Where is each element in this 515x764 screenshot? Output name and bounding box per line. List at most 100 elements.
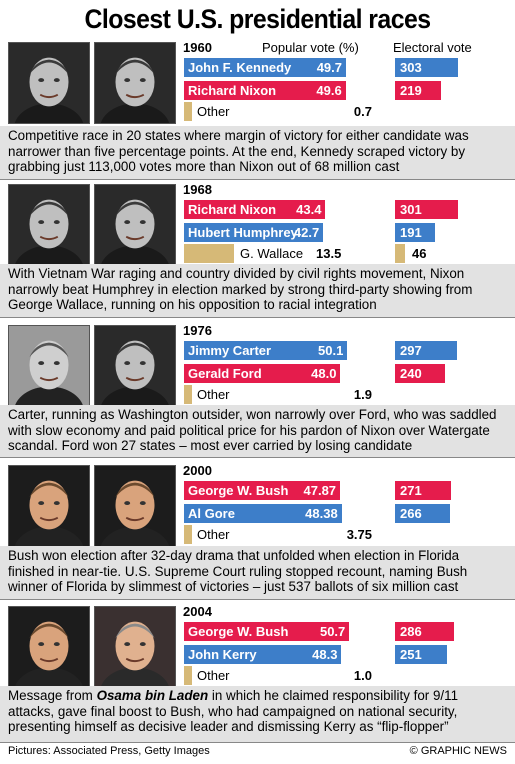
popular-vote-bar: Richard Nixon 49.6 xyxy=(184,81,346,100)
candidate-name: Al Gore xyxy=(188,506,235,521)
race-year: 2000 xyxy=(183,463,212,478)
caption-text: Message from xyxy=(8,688,97,703)
candidate-name: John F. Kennedy xyxy=(188,60,292,75)
third-party-electoral-value: 46 xyxy=(412,246,427,261)
kennedy-portrait xyxy=(8,42,90,124)
electoral-vote-value: 271 xyxy=(400,483,422,498)
popular-vote-bar: Hubert Humphrey 42.7 xyxy=(184,223,324,242)
race-divider xyxy=(0,317,515,318)
candidate-name: Gerald Ford xyxy=(188,366,262,381)
race-divider xyxy=(0,457,515,458)
electoral-vote-header: Electoral vote xyxy=(393,40,472,55)
race-year: 2004 xyxy=(183,604,212,619)
popular-vote-bar: Gerald Ford 48.0 xyxy=(184,364,341,383)
popular-vote-value: 48.0 xyxy=(311,366,337,381)
other-vote-bar xyxy=(184,102,192,121)
race-year: 1968 xyxy=(183,182,212,197)
copyright-notice: © GRAPHIC NEWS xyxy=(409,745,507,757)
electoral-vote-bar: 297 xyxy=(395,341,457,360)
caption-text: in which he claimed responsibility for 9… xyxy=(8,688,459,734)
carter-portrait xyxy=(8,325,90,407)
electoral-vote-bar: 286 xyxy=(395,622,455,641)
electoral-vote-bar: 271 xyxy=(395,481,452,500)
picture-credit: Pictures: Associated Press, Getty Images xyxy=(8,745,210,757)
chart-title: Closest U.S. presidential races xyxy=(84,4,431,34)
popular-vote-value: 42.7 xyxy=(293,225,320,240)
candidate-name: George W. Bush xyxy=(188,483,289,498)
electoral-vote-bar: 251 xyxy=(395,645,448,664)
candidate-name: Richard Nixon xyxy=(188,202,277,217)
third-party-electoral-bar xyxy=(395,244,405,263)
electoral-vote-bar: 240 xyxy=(395,364,445,383)
popular-vote-bar: Richard Nixon 43.4 xyxy=(184,200,326,219)
candidate-name: Hubert Humphrey xyxy=(188,225,298,240)
gore-portrait xyxy=(94,465,176,547)
race-caption: Message from Osama bin Laden in which he… xyxy=(0,686,515,742)
race-caption: Competitive race in 20 states where marg… xyxy=(0,126,515,179)
third-party-popular-value: 13.5 xyxy=(316,246,342,261)
nixon-portrait xyxy=(8,184,90,266)
popular-vote-value: 49.6 xyxy=(316,83,342,98)
popular-vote-value: 50.1 xyxy=(318,343,344,358)
electoral-vote-value: 219 xyxy=(400,83,422,98)
popular-vote-value: 48.3 xyxy=(312,647,338,662)
electoral-vote-bar: 191 xyxy=(395,223,435,242)
electoral-vote-bar: 301 xyxy=(395,200,458,219)
nixon-portrait xyxy=(94,42,176,124)
caption-emphasis: Osama bin Laden xyxy=(96,688,209,703)
ford-portrait xyxy=(94,325,176,407)
race-1960: 1960 Popular vote (%) Electoral vote John F… xyxy=(0,38,515,180)
race-year: 1976 xyxy=(183,323,212,338)
race-caption: Carter, running as Washington outsider, … xyxy=(0,405,515,457)
electoral-vote-value: 266 xyxy=(400,506,422,521)
electoral-vote-value: 303 xyxy=(400,60,422,75)
popular-vote-header: Popular vote (%) xyxy=(262,40,359,55)
race-year: 1960 xyxy=(183,40,212,55)
candidate-name: Jimmy Carter xyxy=(188,343,272,358)
other-popular-value: 0.7 xyxy=(353,104,372,119)
candidate-name: John Kerry xyxy=(188,647,257,662)
race-1968: 1968 Richard Nixon 43.4 301 Hubert Humphrey 4… xyxy=(0,180,515,318)
kerry-portrait xyxy=(94,606,176,688)
electoral-vote-value: 240 xyxy=(400,366,422,381)
electoral-vote-bar: 219 xyxy=(395,81,441,100)
bush-portrait xyxy=(8,606,90,688)
electoral-vote-value: 301 xyxy=(400,202,422,217)
popular-vote-bar: Jimmy Carter 50.1 xyxy=(184,341,348,360)
popular-vote-bar: John Kerry 48.3 xyxy=(184,645,342,664)
electoral-vote-value: 286 xyxy=(400,624,422,639)
other-label: Other xyxy=(197,668,230,683)
race-1976: 1976 Jimmy Carter 50.1 297 Gerald Ford 48.0 24… xyxy=(0,321,515,458)
popular-vote-bar: John F. Kennedy 49.7 xyxy=(184,58,347,77)
popular-vote-bar: Al Gore 48.38 xyxy=(184,504,342,523)
electoral-vote-bar: 266 xyxy=(395,504,451,523)
electoral-vote-value: 297 xyxy=(400,343,422,358)
popular-vote-value: 48.38 xyxy=(305,506,338,521)
electoral-vote-value: 251 xyxy=(400,647,422,662)
bush-portrait xyxy=(8,465,90,547)
other-popular-value: 3.75 xyxy=(346,527,372,542)
electoral-vote-bar: 303 xyxy=(395,58,459,77)
popular-vote-value: 50.7 xyxy=(319,624,346,639)
other-vote-bar xyxy=(184,666,192,685)
third-party-name: G. Wallace xyxy=(240,246,304,261)
other-vote-bar xyxy=(184,525,192,544)
race-2000: 2000 George W. Bush 47.87 271 Al Gore 48.38 26… xyxy=(0,461,515,600)
other-vote-bar xyxy=(184,385,192,404)
candidate-name: George W. Bush xyxy=(188,624,289,639)
race-caption: Bush won election after 32-day drama tha… xyxy=(0,546,515,599)
third-party-bar xyxy=(184,244,234,263)
other-label: Other xyxy=(197,104,230,119)
other-popular-value: 1.0 xyxy=(353,668,372,683)
race-divider xyxy=(0,179,515,180)
race-divider xyxy=(0,599,515,600)
race-caption: With Vietnam War raging and country divi… xyxy=(0,264,515,317)
electoral-vote-value: 191 xyxy=(400,225,422,240)
popular-vote-value: 49.7 xyxy=(316,60,343,75)
popular-vote-value: 47.87 xyxy=(303,483,337,498)
other-label: Other xyxy=(197,387,230,402)
popular-vote-bar: George W. Bush 50.7 xyxy=(184,622,350,641)
race-2004: 2004 George W. Bush 50.7 286 John Kerry 48.3 2… xyxy=(0,602,515,743)
race-divider xyxy=(0,742,515,743)
candidate-name: Richard Nixon xyxy=(188,83,277,98)
